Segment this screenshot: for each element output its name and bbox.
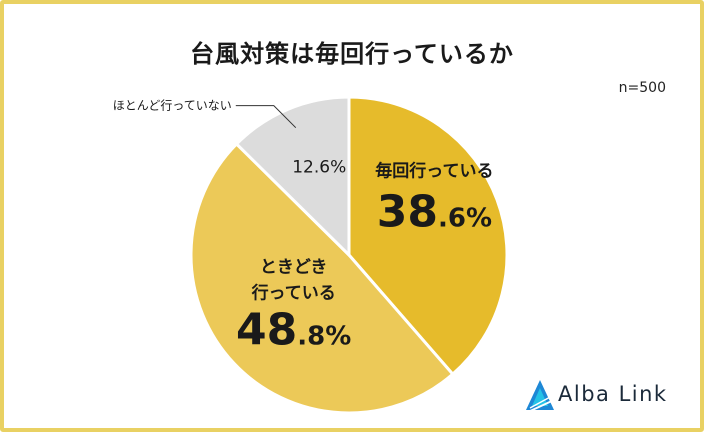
slice-label-2: ほとんど行っていない <box>113 99 232 113</box>
pie-slice-2 <box>234 95 351 259</box>
alba-link-logo-text: Alba Link <box>558 382 668 406</box>
pie-slice-1 <box>189 141 455 415</box>
alba-link-logo: Alba Link <box>524 378 674 414</box>
slice-value-0: 38.6% <box>377 187 492 238</box>
slice-leader-line-2 <box>235 105 297 129</box>
pie-slice-0 <box>347 95 509 377</box>
chart-title: 台風対策は毎回行っているか <box>190 40 514 68</box>
slice-label-0: 毎回行っている <box>375 161 493 182</box>
slice-label-1-line1: ときどき <box>260 257 328 277</box>
slice-value-2: 12.6% <box>292 158 346 178</box>
sample-size-note: n=500 <box>618 80 666 96</box>
slice-value-1: 48.8% <box>236 304 351 355</box>
slice-label-1-line2: 行っている <box>251 282 336 303</box>
alba-link-logo-icon <box>526 380 555 413</box>
